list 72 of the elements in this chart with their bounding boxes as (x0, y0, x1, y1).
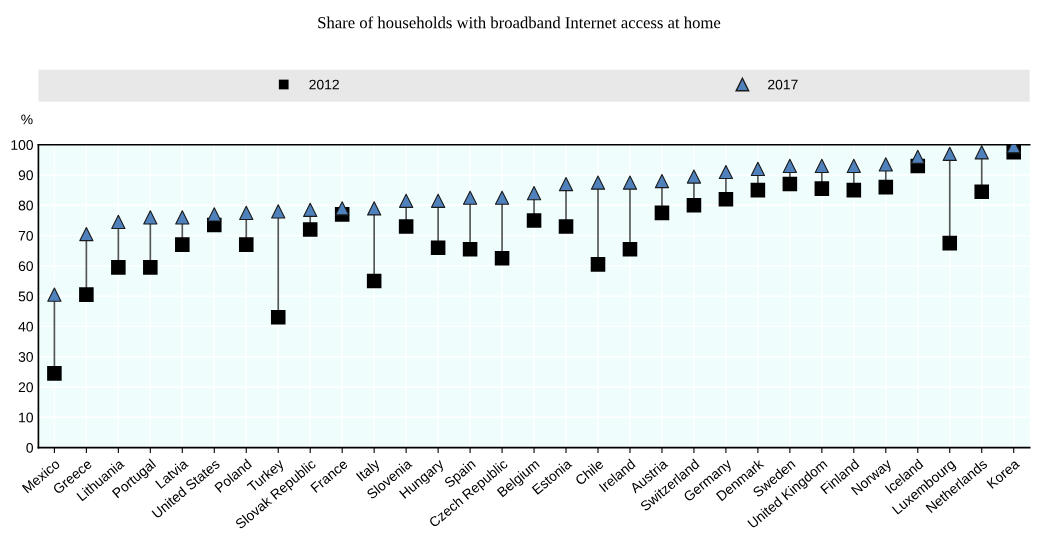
point (974, 145, 989, 160)
point (271, 204, 286, 219)
point (878, 179, 894, 195)
point (367, 201, 382, 216)
point (590, 175, 606, 190)
point (175, 237, 190, 252)
point (622, 175, 638, 190)
point (111, 260, 126, 275)
y-tick-label: 100 (11, 140, 33, 150)
point (750, 161, 766, 177)
y-tick-label: 20 (18, 382, 33, 393)
point (143, 210, 158, 225)
y-tick-label: 10 (19, 412, 33, 423)
point (686, 169, 702, 184)
point (654, 205, 670, 221)
point (398, 219, 414, 234)
point (238, 237, 254, 252)
point (335, 201, 350, 216)
point (590, 257, 606, 272)
point (207, 207, 222, 222)
point (302, 222, 318, 237)
point (270, 310, 286, 325)
point (366, 273, 382, 289)
y-tick-label: 70 (18, 230, 33, 241)
point (47, 287, 62, 302)
point (526, 213, 542, 228)
point (814, 181, 830, 196)
point (239, 205, 254, 221)
point (654, 173, 670, 189)
point (526, 186, 542, 201)
point (494, 251, 510, 266)
point (718, 191, 734, 207)
y-tick-label: 40 (18, 321, 33, 332)
legend-label: 2012 (309, 79, 339, 90)
point (558, 176, 574, 192)
point (462, 190, 478, 205)
point (47, 366, 62, 381)
chart-title: Share of households with broadband Internet access at home (318, 16, 721, 29)
point (878, 157, 893, 172)
point (430, 240, 446, 255)
point (494, 190, 510, 205)
point (558, 219, 574, 234)
point (622, 241, 638, 257)
legend-label: 2017 (768, 79, 798, 90)
y-tick-label: 50 (18, 291, 33, 302)
point (79, 226, 94, 242)
point (430, 193, 446, 208)
y-tick-label: 90 (18, 170, 33, 181)
point (111, 214, 126, 230)
point (846, 158, 861, 174)
y-tick-label: 80 (18, 200, 33, 211)
point (942, 235, 958, 251)
point (846, 182, 862, 198)
point (398, 193, 414, 208)
y-tick-label: 0 (26, 442, 33, 453)
point (175, 210, 190, 225)
y-tick-label: 60 (18, 261, 33, 272)
point (750, 182, 766, 198)
point (143, 260, 158, 275)
point (782, 158, 798, 174)
y-axis-title: % (21, 114, 33, 125)
point (79, 287, 94, 302)
point (462, 241, 478, 257)
point (782, 176, 798, 192)
point (686, 198, 702, 213)
point (303, 202, 318, 217)
y-tick-label: 30 (18, 352, 33, 362)
point (814, 158, 829, 174)
point (942, 146, 957, 161)
point (718, 164, 734, 180)
point (974, 184, 990, 199)
point (910, 149, 925, 164)
